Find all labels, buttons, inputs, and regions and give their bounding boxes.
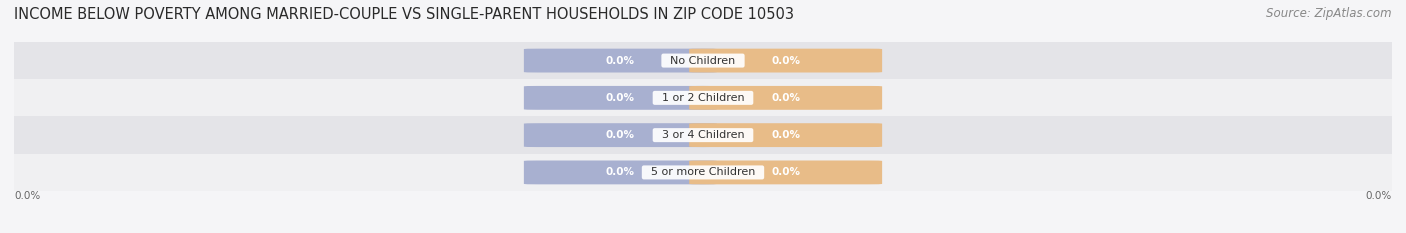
- FancyBboxPatch shape: [524, 86, 717, 110]
- Text: 0.0%: 0.0%: [770, 93, 800, 103]
- Text: No Children: No Children: [664, 56, 742, 65]
- FancyBboxPatch shape: [524, 49, 717, 72]
- Text: 0.0%: 0.0%: [606, 130, 636, 140]
- Text: 0.0%: 0.0%: [770, 130, 800, 140]
- Text: 0.0%: 0.0%: [606, 93, 636, 103]
- Text: 1 or 2 Children: 1 or 2 Children: [655, 93, 751, 103]
- Text: 0.0%: 0.0%: [606, 56, 636, 65]
- FancyBboxPatch shape: [689, 49, 882, 72]
- FancyBboxPatch shape: [524, 161, 717, 184]
- Text: Source: ZipAtlas.com: Source: ZipAtlas.com: [1267, 7, 1392, 20]
- Text: 0.0%: 0.0%: [606, 168, 636, 177]
- FancyBboxPatch shape: [689, 161, 882, 184]
- Bar: [14, 42, 1392, 79]
- Text: 5 or more Children: 5 or more Children: [644, 168, 762, 177]
- Text: 0.0%: 0.0%: [14, 191, 41, 201]
- FancyBboxPatch shape: [689, 123, 882, 147]
- Text: 3 or 4 Children: 3 or 4 Children: [655, 130, 751, 140]
- Text: INCOME BELOW POVERTY AMONG MARRIED-COUPLE VS SINGLE-PARENT HOUSEHOLDS IN ZIP COD: INCOME BELOW POVERTY AMONG MARRIED-COUPL…: [14, 7, 794, 22]
- Text: 0.0%: 0.0%: [770, 168, 800, 177]
- FancyBboxPatch shape: [524, 123, 717, 147]
- Bar: [14, 116, 1392, 154]
- Bar: [14, 154, 1392, 191]
- Text: 0.0%: 0.0%: [770, 56, 800, 65]
- FancyBboxPatch shape: [689, 86, 882, 110]
- Text: 0.0%: 0.0%: [1365, 191, 1392, 201]
- Bar: [14, 79, 1392, 116]
